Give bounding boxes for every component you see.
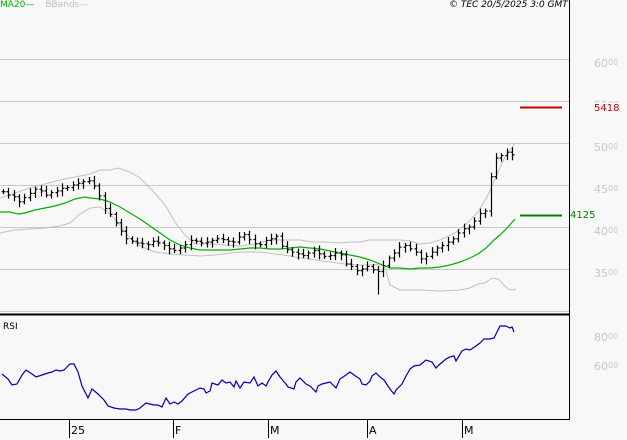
resistance-price-tag: 5418 [594,103,620,115]
x-tick-apr: A [369,424,377,437]
x-tick-may: M [464,424,474,437]
rsi-title: RSI [3,322,18,332]
x-tick-mar: M [270,424,280,437]
rsi-line [1,325,515,411]
ma-price-tag: 4125 [570,210,596,221]
price-label-35: 3500 [594,267,619,280]
price-gridlines [0,59,569,312]
bollinger-bands [0,142,517,292]
chart-credit: © TEC 20/5/2025 3:0 GMT [449,0,568,10]
x-tick-feb: F [175,424,182,437]
price-label-40: 4000 [594,225,619,238]
ohlc-bars [1,147,515,295]
rsi-label-80: 8000 [594,331,619,344]
chart-legend: MA20— BBands— [0,0,88,10]
x-tick-25: 25 [71,424,85,437]
price-label-50: 5000 [594,141,619,154]
rsi-label-60: 6000 [594,360,619,373]
bband-lower [0,206,517,292]
legend-ma20: MA20— [0,0,35,10]
bband-upper [0,142,516,247]
ma20-line [0,196,516,270]
legend-bbands: BBands— [45,0,89,10]
price-label-60: 6000 [594,57,619,70]
price-label-45: 4500 [594,183,619,196]
